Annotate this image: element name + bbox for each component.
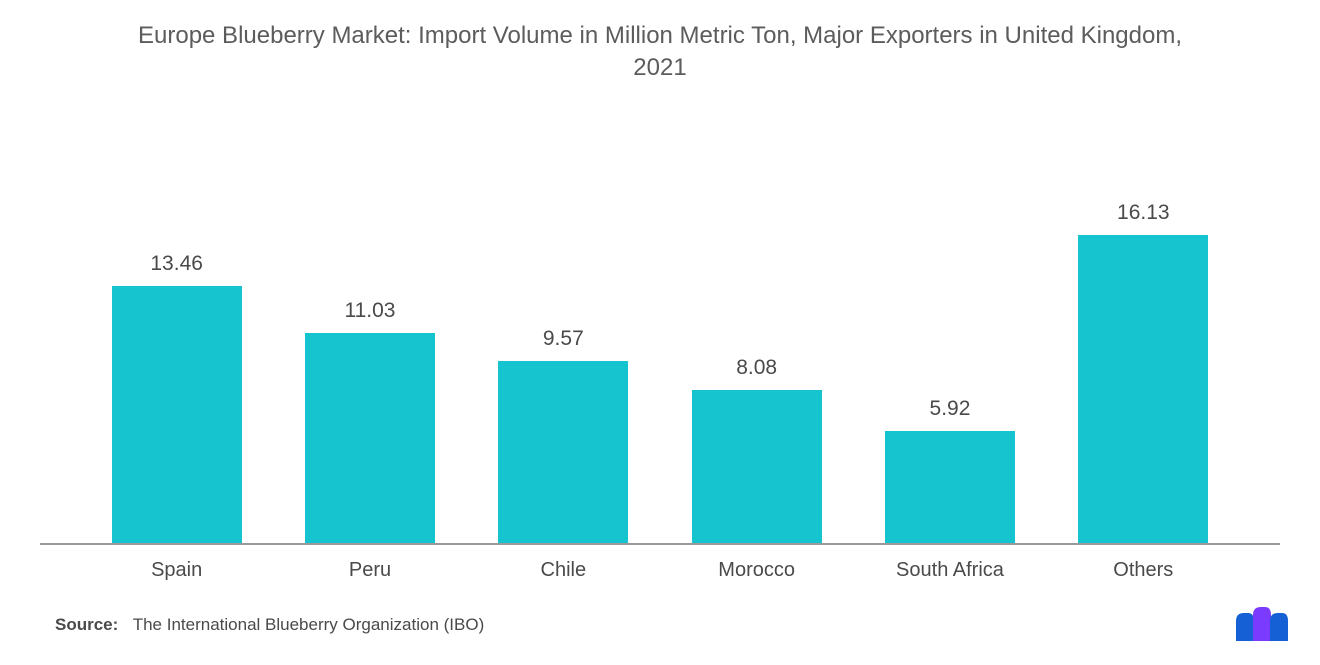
x-axis-line xyxy=(40,543,1280,545)
bar-value-label: 9.57 xyxy=(543,327,584,351)
x-axis-label: Morocco xyxy=(660,559,853,582)
bars-group: 13.46 11.03 9.57 8.08 5.92 16.13 xyxy=(40,125,1280,545)
bar-column: 11.03 xyxy=(273,125,466,545)
plot-area: 13.46 11.03 9.57 8.08 5.92 16.13 xyxy=(40,125,1280,545)
source-text: The International Blueberry Organization… xyxy=(133,615,485,634)
bar-value-label: 11.03 xyxy=(344,299,395,323)
chart-title: Europe Blueberry Market: Import Volume i… xyxy=(110,20,1210,85)
bar-value-label: 5.92 xyxy=(930,397,971,421)
bar xyxy=(692,390,822,545)
bar-column: 9.57 xyxy=(467,125,660,545)
bar xyxy=(885,431,1015,545)
x-axis-labels: SpainPeruChileMoroccoSouth AfricaOthers xyxy=(40,545,1280,582)
x-axis-label: Others xyxy=(1047,559,1240,582)
bar xyxy=(498,361,628,545)
bar-column: 5.92 xyxy=(853,125,1046,545)
x-axis-label: Chile xyxy=(467,559,660,582)
bar-column: 8.08 xyxy=(660,125,853,545)
bar-value-label: 16.13 xyxy=(1117,201,1170,225)
x-axis-label: Peru xyxy=(273,559,466,582)
x-axis-label: South Africa xyxy=(853,559,1046,582)
bar xyxy=(112,286,242,545)
source-attribution: Source: The International Blueberry Orga… xyxy=(55,615,484,635)
chart-container: Europe Blueberry Market: Import Volume i… xyxy=(0,0,1320,665)
x-axis-label: Spain xyxy=(80,559,273,582)
brand-logo-icon xyxy=(1236,607,1288,641)
bar-value-label: 8.08 xyxy=(736,356,777,380)
bar-column: 13.46 xyxy=(80,125,273,545)
bar xyxy=(305,333,435,545)
bar-column: 16.13 xyxy=(1047,125,1240,545)
bar xyxy=(1078,235,1208,545)
source-label: Source: xyxy=(55,615,118,634)
bar-value-label: 13.46 xyxy=(150,252,203,276)
